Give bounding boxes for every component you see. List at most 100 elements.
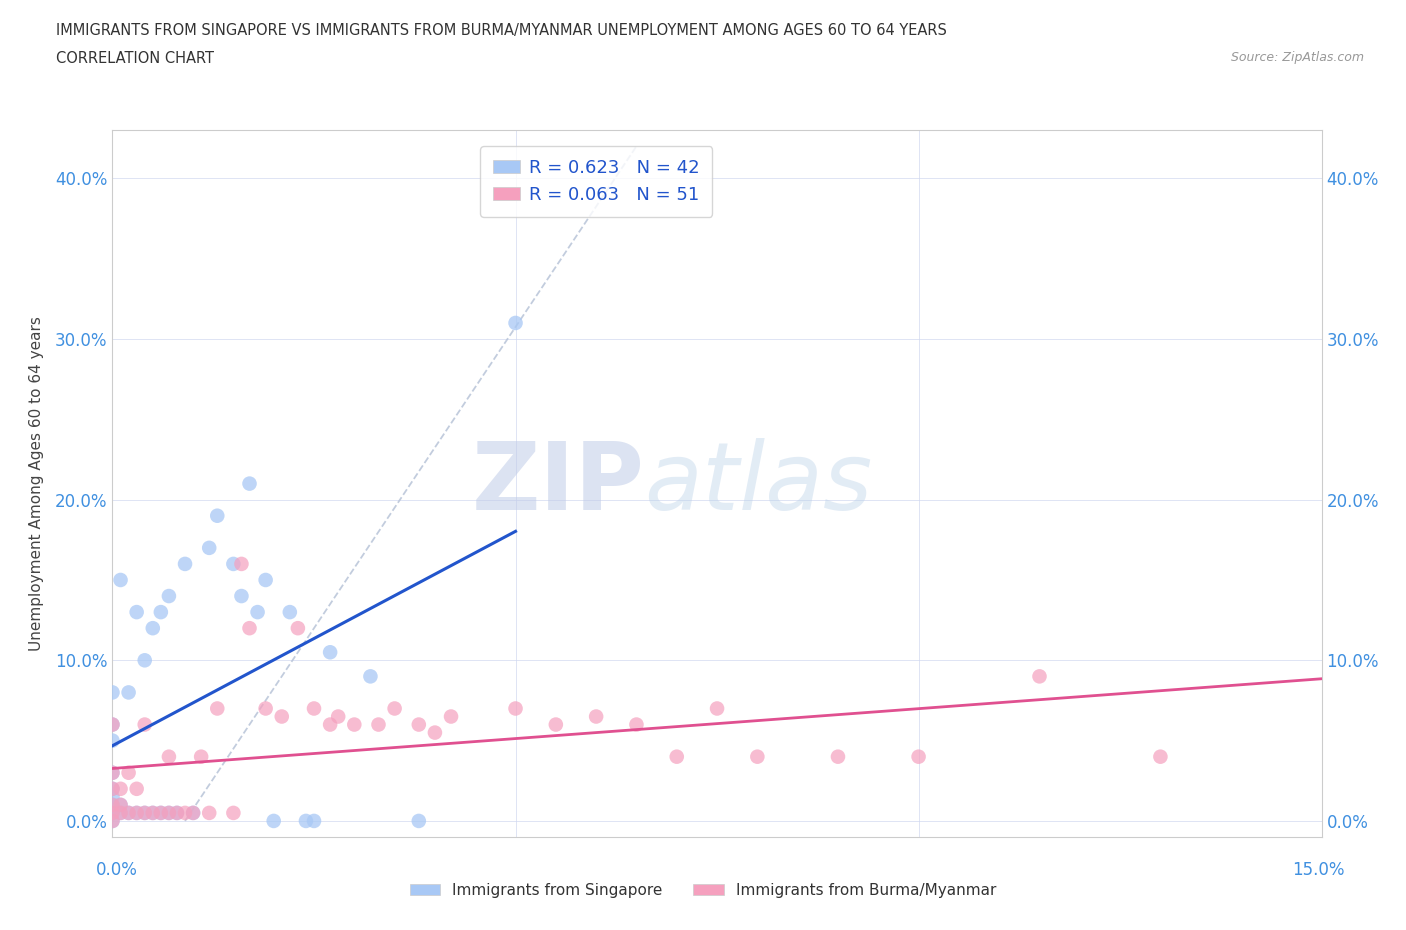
Point [270,709,292,724]
Point [263,814,285,829]
Text: IMMIGRANTS FROM SINGAPORE VS IMMIGRANTS FROM BURMA/MYANMAR UNEMPLOYMENT AMONG AG: IMMIGRANTS FROM SINGAPORE VS IMMIGRANTS … [56,23,948,38]
Text: CORRELATION CHART: CORRELATION CHART [56,51,214,66]
Point [157,589,180,604]
Point [238,476,260,491]
Point [505,701,527,716]
Legend: Immigrants from Singapore, Immigrants from Burma/Myanmar: Immigrants from Singapore, Immigrants fr… [404,877,1002,904]
Point [101,797,124,812]
Point [1149,750,1171,764]
Point [110,573,132,588]
Point [101,765,124,780]
Point [706,701,728,716]
Point [827,750,849,764]
Point [125,781,148,796]
Point [134,805,156,820]
Point [1028,669,1050,684]
Point [222,556,245,571]
Point [125,604,148,619]
Point [343,717,366,732]
Point [101,814,124,829]
Point [231,556,253,571]
Point [367,717,389,732]
Point [101,781,124,796]
Point [157,805,180,820]
Point [117,765,139,780]
Point [254,573,277,588]
Point [328,709,350,724]
Point [207,701,229,716]
Point [157,750,180,764]
Point [101,797,124,812]
Point [181,805,204,820]
Point [423,725,446,740]
Point [101,733,124,748]
Point [101,765,124,780]
Point [125,805,148,820]
Point [408,814,430,829]
Text: 0.0%: 0.0% [96,860,138,879]
Point [117,805,139,820]
Point [110,805,132,820]
Text: atlas: atlas [644,438,873,529]
Point [319,717,342,732]
Point [626,717,648,732]
Point [246,604,269,619]
Y-axis label: Unemployment Among Ages 60 to 64 years: Unemployment Among Ages 60 to 64 years [30,316,44,651]
Point [238,620,260,635]
Point [157,805,180,820]
Point [302,701,325,716]
Point [198,540,221,555]
Point [134,653,156,668]
Point [125,805,148,820]
Point [585,709,607,724]
Text: Source: ZipAtlas.com: Source: ZipAtlas.com [1230,51,1364,64]
Point [101,781,124,796]
Point [101,814,124,829]
Point [319,644,342,659]
Point [408,717,430,732]
Point [166,805,188,820]
Point [142,805,165,820]
Point [101,717,124,732]
Point [166,805,188,820]
Point [174,805,197,820]
Point [384,701,406,716]
Point [295,814,318,829]
Point [142,805,165,820]
Point [544,717,567,732]
Point [101,717,124,732]
Point [231,589,253,604]
Point [101,790,124,804]
Point [117,685,139,700]
Point [110,797,132,812]
Point [907,750,929,764]
Point [134,805,156,820]
Legend: R = 0.623   N = 42, R = 0.063   N = 51: R = 0.623 N = 42, R = 0.063 N = 51 [479,146,713,217]
Point [174,556,197,571]
Point [101,805,124,820]
Point [142,620,165,635]
Point [222,805,245,820]
Text: ZIP: ZIP [471,438,644,529]
Point [505,315,527,330]
Point [181,805,204,820]
Point [110,797,132,812]
Point [134,717,156,732]
Point [149,805,172,820]
Point [278,604,301,619]
Text: 15.0%: 15.0% [1292,860,1346,879]
Point [101,685,124,700]
Point [190,750,212,764]
Point [149,805,172,820]
Point [747,750,769,764]
Point [117,805,139,820]
Point [254,701,277,716]
Point [149,604,172,619]
Point [665,750,688,764]
Point [198,805,221,820]
Point [359,669,381,684]
Point [110,781,132,796]
Point [287,620,309,635]
Point [440,709,463,724]
Point [207,509,229,524]
